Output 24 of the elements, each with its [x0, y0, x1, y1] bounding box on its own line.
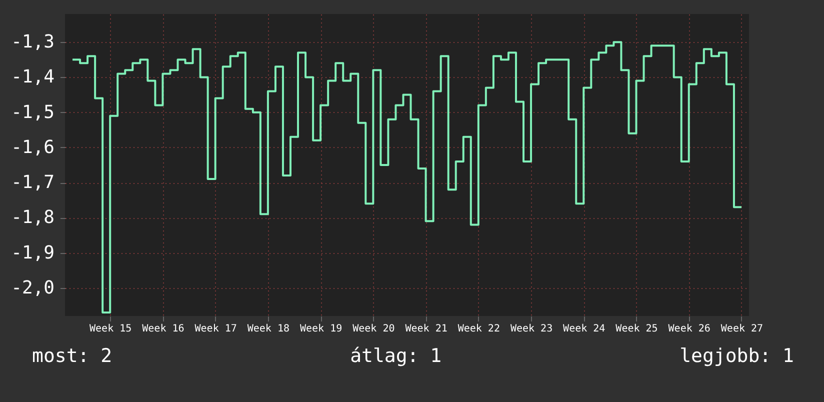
y-tick-label: -1,6 [11, 136, 54, 158]
x-tick-label: Week 21 [405, 324, 448, 334]
text: most: 2 [32, 345, 112, 367]
x-tick-label: Week 15 [90, 324, 132, 334]
y-tick-label: -1,4 [11, 66, 54, 88]
y-tick-label: -1,9 [11, 242, 54, 264]
x-tick-label: Week 18 [247, 324, 290, 334]
x-tick-label: Week 19 [300, 324, 342, 334]
x-tick-label: Week 20 [352, 324, 395, 334]
x-tick-label: Week 23 [510, 324, 553, 334]
text: átlag: 1 [350, 345, 442, 367]
x-tick-label: Week 24 [563, 324, 606, 334]
x-tick-label: Week 17 [194, 324, 237, 334]
y-tick-label: -1,7 [11, 172, 54, 194]
y-tick-label: -1,8 [11, 207, 54, 228]
x-tick-label: Week 16 [142, 324, 184, 334]
y-tick-label: -1,3 [11, 32, 54, 53]
x-tick-label: Week 22 [458, 324, 500, 334]
x-tick-label: Week 27 [720, 324, 764, 334]
y-tick-label: -2,0 [11, 277, 54, 298]
text: legjobb: 1 [680, 345, 794, 367]
x-tick-label: Week 26 [668, 324, 710, 334]
x-tick-label: Week 25 [616, 324, 658, 334]
y-tick-label: -1,5 [11, 102, 54, 123]
